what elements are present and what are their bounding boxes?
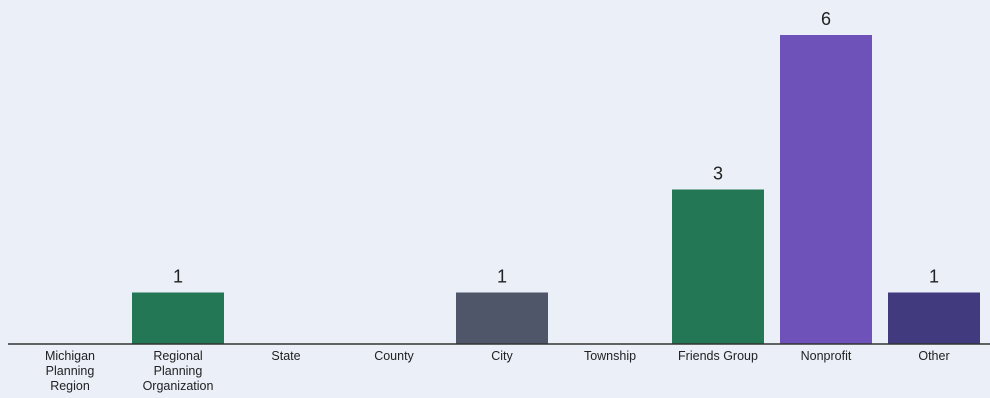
x-tick-label-line: Regional	[153, 349, 202, 363]
x-tick-label-township: Township	[584, 349, 636, 363]
value-label-other: 1	[929, 267, 939, 287]
x-tick-label-regional-planning-organization: Regional Planning Organization	[143, 349, 214, 393]
x-tick-label-line: Planning	[46, 364, 95, 378]
x-tick-label-state: State	[271, 349, 300, 363]
bar-friends-group	[672, 189, 764, 344]
x-tick-label-line: City	[491, 349, 513, 363]
value-label-friends-group: 3	[713, 164, 723, 184]
x-tick-label-county: County	[374, 349, 414, 363]
x-tick-label-line: Region	[50, 379, 90, 393]
x-tick-label-nonprofit: Nonprofit	[801, 349, 852, 363]
value-label-regional-planning-organization: 1	[173, 267, 183, 287]
x-tick-label-line: Planning	[154, 364, 203, 378]
x-tick-label-michigan-planning-region: Michigan Planning Region	[45, 349, 95, 393]
x-tick-label-city: City	[491, 349, 513, 363]
value-label-city: 1	[497, 267, 507, 287]
x-tick-label-other: Other	[918, 349, 949, 363]
x-tick-label-line: State	[271, 349, 300, 363]
bar-city	[456, 292, 548, 344]
x-tick-label-line: County	[374, 349, 414, 363]
x-tick-label-line: Organization	[143, 379, 214, 393]
x-tick-label-friends-group: Friends Group	[678, 349, 758, 363]
bar-other	[888, 292, 980, 344]
bar-nonprofit	[780, 35, 872, 344]
x-tick-label-line: Friends Group	[678, 349, 758, 363]
x-tick-label-line: Township	[584, 349, 636, 363]
value-labels-group: 1 1 3 6 1	[173, 9, 939, 287]
x-tick-label-line: Michigan	[45, 349, 95, 363]
bar-regional-planning-organization	[132, 292, 224, 344]
x-tick-label-line: Nonprofit	[801, 349, 852, 363]
x-tick-label-line: Other	[918, 349, 949, 363]
value-label-nonprofit: 6	[821, 9, 831, 29]
bars-group	[132, 35, 980, 344]
